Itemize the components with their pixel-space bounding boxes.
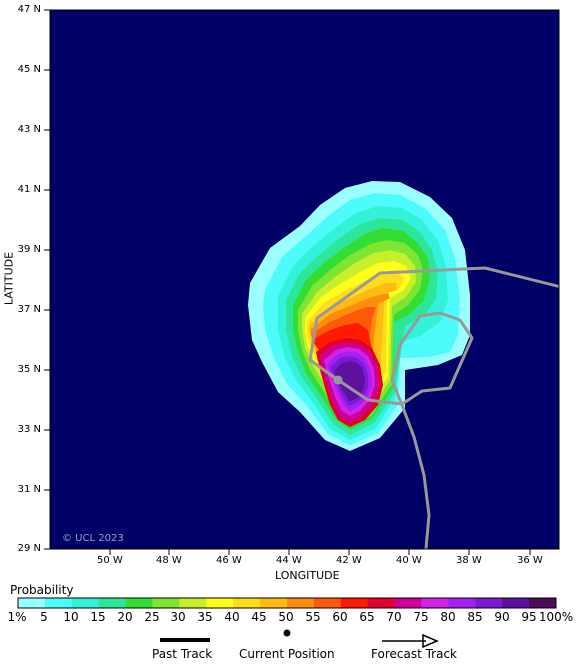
- y-tick-label: 29 N: [17, 543, 41, 554]
- colorbar-label: 80: [440, 610, 456, 624]
- past-track-label: Past Track: [152, 647, 213, 661]
- colorbar-swatch: [44, 598, 73, 608]
- colorbar-frame: [17, 597, 557, 609]
- x-tick-label: 48 W: [156, 555, 182, 566]
- colorbar-label: 35: [197, 610, 213, 624]
- colorbar-swatch: [475, 598, 503, 608]
- current-position-symbol: [283, 629, 291, 637]
- colorbar-label: 25: [144, 610, 160, 624]
- x-tick-label: 40 W: [396, 555, 422, 566]
- x-axis-ticks: [109, 549, 531, 555]
- colorbar-swatch: [367, 598, 396, 608]
- colorbar-swatch: [206, 598, 234, 608]
- current-position-label: Current Position: [239, 647, 335, 661]
- colorbar-swatch: [394, 598, 422, 608]
- colorbar-swatch: [421, 598, 449, 608]
- y-tick-label: 37 N: [17, 304, 41, 315]
- x-tick-label: 46 W: [216, 555, 242, 566]
- colorbar-swatch: [313, 598, 342, 608]
- colorbar-label: 10: [63, 610, 79, 624]
- x-tick-label: 44 W: [276, 555, 302, 566]
- y-tick-label: 31 N: [17, 484, 41, 495]
- track-loop: [337, 311, 474, 406]
- probability-colorbar: [18, 598, 557, 608]
- colorbar-label: 5: [40, 610, 48, 624]
- y-axis-ticks: [44, 9, 50, 550]
- colorbar-label: 50: [278, 610, 294, 624]
- colorbar-label: 30: [170, 610, 186, 624]
- y-tick-label: 39 N: [17, 244, 41, 255]
- colorbar-label: 75: [413, 610, 429, 624]
- y-tick-label: 43 N: [17, 124, 41, 135]
- x-tick-label: 38 W: [456, 555, 482, 566]
- forecast-track-symbol: [382, 633, 439, 649]
- colorbar-swatch: [152, 598, 180, 608]
- forecast-tracks: [308, 266, 559, 549]
- colorbar-label: 70: [386, 610, 402, 624]
- colorbar-label: 60: [332, 610, 348, 624]
- y-tick-label: 45 N: [17, 64, 41, 75]
- colorbar-label: 15: [90, 610, 106, 624]
- y-axis-title: LATITUDE: [2, 251, 16, 306]
- colorbar-swatch: [448, 598, 476, 608]
- colorbar-label: 90: [494, 610, 510, 624]
- colorbar-label: 55: [305, 610, 321, 624]
- x-tick-label: 42 W: [336, 555, 362, 566]
- colorbar-swatch: [18, 598, 46, 608]
- colorbar-label: 1%: [7, 610, 27, 624]
- colorbar-swatch: [233, 598, 261, 608]
- colorbar-label: 85: [467, 610, 483, 624]
- colorbar-swatch: [502, 598, 530, 608]
- copyright-notice: © UCL 2023: [62, 533, 124, 544]
- colorbar-swatch: [179, 598, 207, 608]
- y-tick-label: 33 N: [17, 424, 41, 435]
- x-tick-label: 50 W: [97, 555, 123, 566]
- forecast-track-label: Forecast Track: [371, 647, 457, 661]
- legend-title: Probability: [10, 583, 74, 597]
- colorbar-swatch: [260, 598, 288, 608]
- colorbar-swatch: [125, 598, 153, 608]
- colorbar-swatch: [71, 598, 100, 608]
- current-position-marker: [333, 375, 343, 385]
- x-tick-label: 36 W: [517, 555, 543, 566]
- colorbar-swatch: [287, 598, 315, 608]
- colorbar-label: 20: [117, 610, 133, 624]
- map-frame: [49, 9, 560, 550]
- colorbar-swatch: [529, 598, 557, 608]
- y-tick-label: 47 N: [17, 4, 41, 15]
- colorbar-label: 45: [251, 610, 267, 624]
- colorbar-swatch: [98, 598, 127, 608]
- colorbar-label: 100%: [538, 610, 574, 624]
- track-south: [400, 404, 431, 549]
- colorbar-label: 95: [521, 610, 537, 624]
- y-tick-label: 41 N: [17, 184, 41, 195]
- colorbar-label: 65: [359, 610, 375, 624]
- colorbar-swatch: [340, 598, 369, 608]
- x-axis-title: LONGITUDE: [275, 569, 340, 582]
- colorbar-label: 40: [224, 610, 240, 624]
- track-north-east: [308, 266, 559, 382]
- y-tick-label: 35 N: [17, 364, 41, 375]
